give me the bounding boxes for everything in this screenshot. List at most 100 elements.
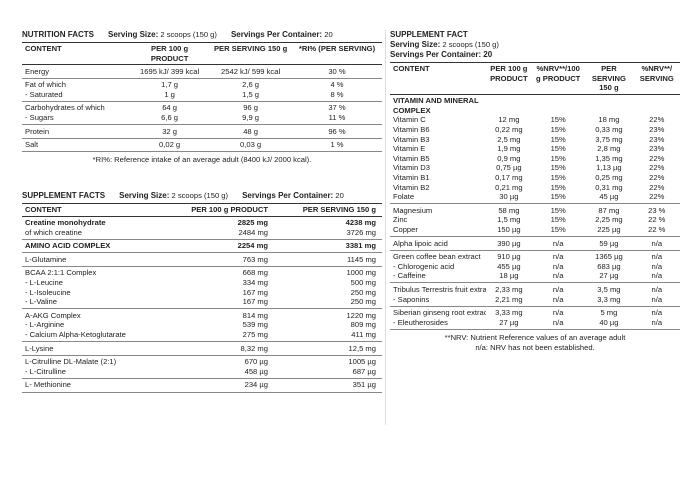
row: Vitamin B6 0,22 mg 15% 0,33 mg 23% — [390, 125, 680, 135]
divider — [385, 30, 386, 425]
cell: 15% — [550, 215, 566, 225]
cell: 670 µg — [244, 357, 268, 367]
cell: 15% — [550, 182, 566, 192]
cell: - L-Citrulline — [22, 366, 166, 379]
cell: n/a — [651, 261, 663, 271]
row: L-Citrulline DL-Malate (2:1) 670 µg 1005 µ… — [22, 355, 382, 367]
facts-table: CONTENT PER 100 g PRODUCT %NRV**/100 g PRO… — [390, 62, 680, 330]
supplement-facts-right: SUPPLEMENT FACT Serving Size: 2 scoops (1… — [390, 30, 680, 353]
row: Vitamin B1 0,17 mg 15% 0,25 mg 22% — [390, 173, 680, 183]
serving-size-label: Serving Size: — [108, 30, 159, 39]
cell: 18 mg — [598, 115, 620, 125]
cell: 22% — [649, 182, 665, 192]
cell: 334 mg — [242, 278, 268, 288]
cell: 37 % — [328, 103, 346, 113]
cell: 2825 mg — [237, 218, 268, 228]
cell: 15% — [550, 144, 566, 154]
cell: 0,17 mg — [495, 173, 523, 183]
thead: CONTENT PER 100 g PRODUCT %NRV**/100 g PRO… — [390, 62, 680, 95]
footnote-line: *RI%: Reference intake of an average adu… — [92, 155, 312, 165]
cell: 3,33 mg — [495, 308, 523, 318]
column-header: *RI% (PER SERVING) — [291, 41, 382, 66]
row: - Sugars 6,6 g 9,9 g 11 % — [22, 113, 382, 126]
serving-size-label: Serving Size: — [390, 40, 441, 49]
cell: 22% — [649, 163, 665, 173]
cell: 250 mg — [350, 287, 376, 297]
servings-label: Servings Per Container: — [230, 30, 323, 39]
row: Vitamin B5 0,9 mg 15% 1,35 mg 22% — [390, 154, 680, 164]
row: BCAA 2:1:1 Complex 668 mg 1000 mg — [22, 266, 382, 278]
cell: Vitamin D3 — [393, 163, 431, 173]
column-header: %NRV**/100 g PRODUCT — [532, 62, 585, 95]
row: Vitamin B2 0,21 mg 15% 0,31 mg 22% — [390, 183, 680, 193]
row: Vitamin D3 0,75 µg 15% 1,13 µg 22% — [390, 163, 680, 173]
cell: 22 % — [648, 215, 666, 225]
cell: 683 µg — [597, 261, 621, 271]
cell: 64 g — [162, 103, 177, 113]
cell: 167 mg — [242, 287, 268, 297]
cell: 455 µg — [497, 261, 521, 271]
tbody: Energy 1695 kJ/ 399 kcal 2542 kJ/ 599 kcal… — [22, 64, 382, 153]
cell: 1,13 µg — [596, 163, 622, 173]
cell: 15% — [532, 192, 585, 205]
cell: 18 µg — [485, 271, 533, 284]
cell: 30 µg — [485, 192, 533, 205]
row: A-AKG Complex 814 mg 1220 mg — [22, 309, 382, 321]
row: - Saponins 2,21 mg n/a 3,3 mg n/a — [390, 294, 680, 307]
column-header: PER 100 g PRODUCT — [166, 203, 274, 217]
cell: 1365 µg — [595, 252, 623, 262]
cell: 48 g — [209, 124, 292, 139]
cell: - Sugars — [22, 113, 130, 126]
cell: Siberian ginseng root extract — [393, 308, 486, 318]
cell: 1220 mg — [346, 310, 376, 320]
cell: 0,03 g — [209, 138, 292, 153]
cell: Salt — [22, 138, 130, 153]
cell: 30 % — [291, 64, 382, 79]
cell — [584, 94, 633, 115]
column-header: PER SERVING 150 g — [274, 203, 382, 217]
row: - L-Isoleucine 167 mg 250 mg — [22, 288, 382, 298]
row: Vitamin B3 2,5 mg 15% 3,75 mg 23% — [390, 135, 680, 145]
cell: 12 mg — [498, 115, 520, 125]
cell: Zinc — [393, 215, 408, 225]
cell: 500 mg — [350, 278, 376, 288]
servings-label: Servings Per Container: — [390, 50, 482, 59]
row: Zinc 1,5 mg 15% 2,25 mg 22 % — [390, 215, 680, 225]
serving-info: NUTRITION FACTS Serving Size: 2 scoops (1… — [22, 30, 382, 40]
cell: 59 µg — [584, 236, 634, 251]
cell: - Chlorogenic acid — [393, 261, 455, 271]
cell: 11 % — [291, 113, 382, 126]
cell: Vitamin B5 — [393, 153, 430, 163]
cell: n/a — [532, 236, 585, 251]
cell: L-Citrulline DL-Malate (2:1) — [25, 357, 117, 367]
row: Fat of which 1,7 g 2,6 g 4 % — [22, 78, 382, 90]
cell: L-Glutamine — [22, 252, 166, 267]
cell: 809 mg — [350, 320, 376, 330]
cell: 0,31 mg — [595, 182, 623, 192]
cell: 0,75 µg — [496, 163, 522, 173]
cell: 23% — [649, 134, 665, 144]
cell: Vitamin B6 — [393, 125, 430, 135]
cell: Alpha lipoic acid — [390, 236, 486, 251]
column-header: PER 100 g PRODUCT — [130, 41, 210, 66]
cell: Magnesium — [393, 205, 433, 215]
cell: 234 µg — [166, 378, 274, 393]
cell: 40 µg — [584, 317, 634, 330]
cell: 58 mg — [498, 205, 520, 215]
cell: 0,21 mg — [495, 182, 523, 192]
cell: 1005 µg — [348, 357, 376, 367]
cell: 2484 mg — [166, 227, 274, 240]
cell: n/a — [552, 261, 564, 271]
cell: 45 µg — [584, 192, 634, 205]
cell: 0,02 g — [130, 138, 210, 153]
cell: Tribulus Terrestris fruit extract — [393, 284, 486, 294]
cell: 1 % — [291, 138, 382, 153]
row: Green coffee bean extract 910 µg n/a 1365 µ… — [390, 250, 680, 262]
row: - L-Valine 167 mg 250 mg — [22, 297, 382, 310]
cell: 15% — [550, 115, 566, 125]
header-row: CONTENT PER 100 g PRODUCT %NRV**/100 g PRO… — [390, 62, 680, 95]
cell: - Caffeine — [390, 271, 486, 284]
cell: 15% — [532, 225, 585, 238]
cell: 22 % — [633, 225, 680, 238]
cell: AMINO ACID COMPLEX — [22, 239, 166, 254]
